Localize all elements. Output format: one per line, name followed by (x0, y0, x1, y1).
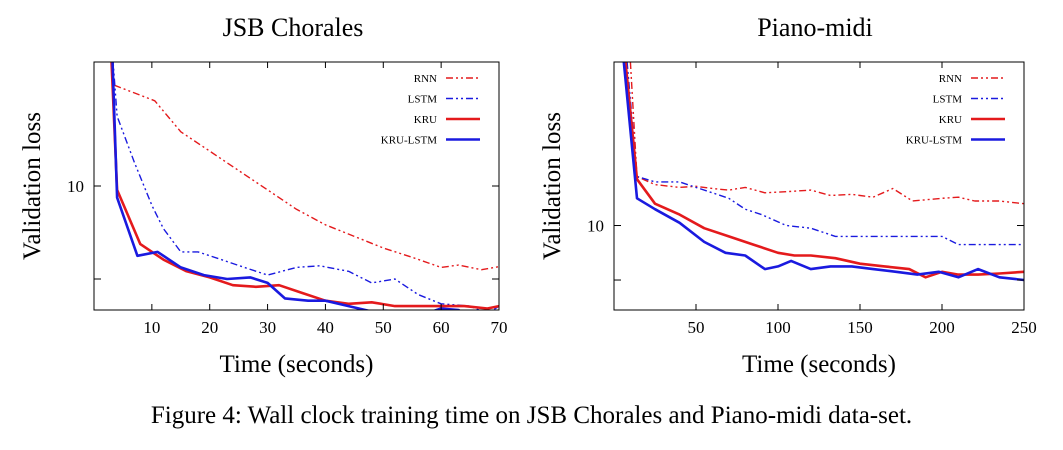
x-tick-label: 150 (847, 318, 873, 337)
x-tick-label: 20 (201, 318, 218, 337)
x-axis-label: Time (seconds) (220, 351, 374, 378)
x-axis-label: Time (seconds) (742, 351, 896, 378)
legend-label-lstm: LSTM (933, 94, 963, 106)
chart-panel-2: Piano-midi 50 100 150 200 250 10 Time (seconds)… (539, 13, 1037, 378)
y-tick-label: 10 (587, 217, 604, 236)
x-tick-label: 40 (317, 318, 334, 337)
series-line-lstm (112, 62, 499, 310)
chart-panel-1: JSB Chorales 10 20 30 40 50 60 70 10 Time (second… (19, 13, 508, 378)
x-tick-label: 250 (1011, 318, 1037, 337)
x-tick-label: 200 (929, 318, 955, 337)
figure-caption: Figure 4: Wall clock training time on JS… (150, 402, 913, 429)
series-line-kru-lstm (111, 62, 461, 310)
legend-label-kru: KRU (939, 114, 962, 126)
chart-title: Piano-midi (757, 13, 873, 42)
chart-title: JSB Chorales (223, 13, 364, 42)
x-tick-label: 70 (491, 318, 508, 337)
x-tick-label: 30 (259, 318, 276, 337)
x-tick-label: 10 (143, 318, 160, 337)
series-line-rnn (629, 62, 1024, 205)
series-line-kru (624, 62, 1024, 279)
series-line-kru (110, 62, 499, 310)
series-group (110, 62, 499, 310)
y-tick-label: 10 (67, 177, 84, 196)
legend-label-kru-lstm: KRU-LSTM (381, 135, 437, 147)
plot-frame (93, 61, 500, 311)
plot-frame (613, 61, 1025, 311)
x-tick-label: 50 (375, 318, 392, 337)
legend-label-rnn: RNN (414, 73, 437, 85)
legend: RNN LSTM KRU KRU-LSTM (906, 73, 1005, 147)
y-axis-label: Validation loss (19, 112, 46, 260)
legend-label-rnn: RNN (939, 73, 962, 85)
y-axis-label: Validation loss (539, 112, 566, 260)
series-line-rnn (114, 84, 499, 271)
series-group (622, 62, 1024, 282)
legend-label-lstm: LSTM (408, 94, 438, 106)
series-line-kru-lstm (622, 62, 1024, 282)
legend-label-kru: KRU (414, 114, 437, 126)
series-line-lstm (626, 62, 1024, 246)
x-tick-label: 50 (688, 318, 705, 337)
x-tick-label: 60 (433, 318, 450, 337)
legend: RNN LSTM KRU KRU-LSTM (381, 73, 480, 147)
x-tick-label: 100 (765, 318, 791, 337)
legend-label-kru-lstm: KRU-LSTM (906, 135, 962, 147)
